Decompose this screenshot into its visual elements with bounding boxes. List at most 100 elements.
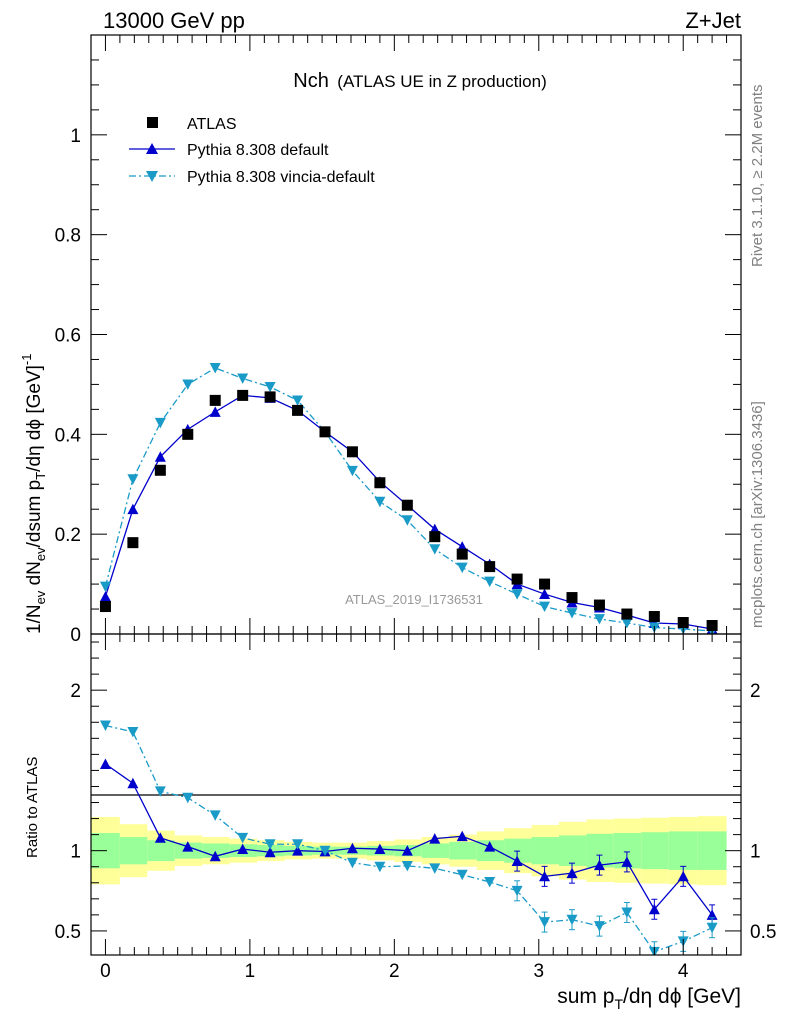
- ratio-point-default: [621, 856, 633, 867]
- main-point-vincia: [401, 515, 413, 526]
- main-point-vincia: [182, 379, 194, 390]
- main-point-atlas: [154, 464, 166, 476]
- main-point-atlas: [429, 531, 441, 543]
- legend-marker-atlas: [147, 117, 158, 128]
- ratio-point-vincia: [154, 786, 166, 797]
- y-tick-label-ratio-right: 2: [750, 681, 761, 702]
- legend-label-default: Pythia 8.308 default: [187, 142, 329, 159]
- ratio-point-vincia: [127, 726, 139, 738]
- y-tick-label-main: 0: [70, 625, 81, 646]
- main-point-atlas: [127, 537, 139, 549]
- ratio-point-default: [677, 870, 689, 882]
- y-tick-label-ratio-right: 1: [750, 842, 761, 863]
- band-inner: [559, 835, 587, 866]
- ratio-point-vincia: [374, 861, 386, 873]
- main-point-atlas: [511, 573, 523, 585]
- header-energy: 13000 GeV pp: [103, 8, 245, 33]
- main-point-default: [154, 451, 166, 462]
- band-inner: [531, 837, 559, 865]
- main-point-atlas: [374, 477, 386, 489]
- ratio-point-vincia: [182, 792, 194, 804]
- x-tick-label: 2: [389, 961, 400, 982]
- ratio-point-default: [346, 842, 358, 854]
- main-point-atlas: [539, 578, 551, 590]
- main-point-vincia: [511, 589, 523, 600]
- ratio-point-default: [127, 777, 139, 789]
- y-tick-label-main: 1: [70, 126, 81, 147]
- main-point-default: [99, 591, 111, 602]
- ratio-point-default: [539, 870, 551, 882]
- ratio-point-vincia: [237, 832, 249, 844]
- ratio-point-vincia: [401, 860, 413, 872]
- ratio-point-default: [566, 867, 578, 879]
- ratio-point-vincia: [429, 863, 441, 874]
- main-point-atlas: [292, 404, 304, 416]
- main-point-atlas: [99, 601, 111, 613]
- plot-title-sub: (ATLAS UE in Z production): [337, 72, 546, 91]
- y-tick-label-ratio-left: 2: [70, 681, 81, 702]
- y-tick-label-main: 0.6: [55, 326, 81, 347]
- y-tick-label-ratio-left: 1: [70, 842, 81, 863]
- y-axis-title-main: 1/Nev dNev/dsum pT/dη dϕ [GeV]-1: [19, 354, 48, 635]
- ratio-point-default: [429, 833, 441, 844]
- legend-marker-vincia: [146, 171, 158, 182]
- axis-tick-labels: 0 1 2 3 4 0 0.2 0.4 0.6 0.8 1 0.5 0.5 1 1 2 2: [55, 126, 777, 982]
- main-point-atlas: [484, 561, 496, 573]
- ratio-point-default: [484, 841, 496, 852]
- main-point-vincia: [539, 601, 551, 613]
- x-axis-title: sum pT/dη dϕ [GeV]: [557, 985, 741, 1012]
- legend-label-atlas: ATLAS: [187, 116, 237, 133]
- ratio-point-default: [374, 843, 386, 855]
- ratio-panel-frame: [90, 633, 742, 956]
- legend-marker-default: [146, 143, 158, 154]
- main-point-atlas: [346, 446, 358, 458]
- ratio-point-default: [237, 843, 249, 855]
- ratio-point-default: [706, 909, 718, 920]
- main-point-vincia: [429, 544, 441, 555]
- main-point-atlas: [237, 389, 249, 401]
- main-point-atlas: [319, 426, 331, 438]
- ratio-point-default: [401, 845, 413, 856]
- x-tick-label: 1: [245, 961, 256, 982]
- band-inner: [119, 837, 148, 865]
- main-point-atlas: [566, 592, 578, 604]
- ratio-point-default: [154, 832, 166, 843]
- y-tick-label-ratio-left: 0.5: [55, 922, 81, 943]
- ratio-point-default: [182, 841, 194, 852]
- band-inner: [449, 841, 477, 860]
- band-inner: [421, 843, 450, 858]
- main-point-vincia: [346, 465, 358, 477]
- main-point-vincia: [374, 496, 386, 508]
- main-point-vincia: [99, 581, 111, 593]
- main-point-atlas: [264, 391, 276, 403]
- main-panel-series: [99, 362, 718, 634]
- band-inner: [697, 831, 727, 870]
- ratio-point-vincia: [484, 877, 496, 888]
- legend-label-vincia: Pythia 8.308 vincia-default: [187, 169, 375, 186]
- main-point-vincia: [621, 618, 633, 629]
- ratio-point-vincia: [539, 917, 551, 928]
- header-process: Z+Jet: [685, 8, 741, 33]
- main-point-vincia: [484, 576, 496, 588]
- rivet-version-text: Rivet 3.1.10, ≥ 2.2M events: [749, 85, 766, 268]
- main-point-vincia: [456, 562, 468, 574]
- x-tick-label: 3: [533, 961, 544, 982]
- mcplots-source-text: mcplots.cern.ch [arXiv:1306.3436]: [749, 401, 766, 628]
- main-point-default: [127, 503, 139, 515]
- ratio-point-vincia: [456, 869, 468, 881]
- ratio-point-default: [511, 855, 523, 867]
- ratio-point-default: [264, 846, 276, 858]
- ratio-point-default: [99, 758, 111, 769]
- band-inner: [147, 840, 175, 862]
- ratio-point-vincia: [292, 839, 304, 850]
- main-point-default: [209, 406, 221, 417]
- main-point-vincia: [237, 373, 249, 384]
- ratio-point-default: [593, 859, 605, 871]
- main-point-vincia: [292, 395, 304, 406]
- ratio-point-vincia: [621, 907, 633, 918]
- ratio-point-vincia: [706, 922, 718, 934]
- main-point-atlas: [209, 394, 221, 406]
- ratio-point-default: [648, 903, 660, 915]
- main-point-atlas: [706, 620, 718, 632]
